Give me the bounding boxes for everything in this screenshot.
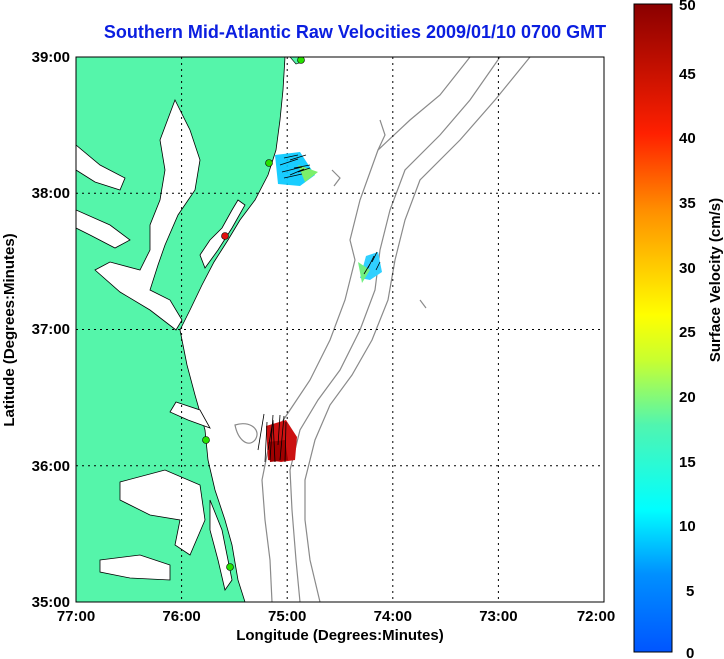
map-title: Southern Mid-Atlantic Raw Velocities 200… (103, 22, 607, 42)
y-tick-label: 39:00 (32, 49, 70, 66)
colorbar-tick-label: 40 (679, 130, 696, 147)
colorbar-ticks: 50 45 40 35 30 25 20 15 10 5 0 Surface V… (679, 0, 724, 659)
colorbar-tick-label: 35 (679, 195, 696, 212)
y-axis: 39:00 38:00 37:00 36:00 35:00 Latitude (… (1, 49, 70, 611)
colorbar-tick-label: 30 (679, 260, 696, 277)
velocity-vectors (257, 154, 381, 463)
grid (76, 57, 604, 602)
colorbar-tick-label: 5 (686, 583, 694, 600)
colorbar-tick-label: 50 (679, 0, 696, 14)
station-marker (202, 436, 210, 444)
station-marker (297, 57, 305, 64)
x-tick-label: 75:00 (268, 608, 306, 625)
x-tick-label: 77:00 (57, 608, 95, 625)
x-axis: 77:00 76:00 75:00 74:00 73:00 72:00 Long… (57, 608, 615, 644)
colorbar-tick-label: 0 (686, 645, 694, 659)
y-tick-label: 38:00 (32, 185, 70, 202)
x-tick-label: 72:00 (577, 608, 615, 625)
y-tick-label: 35:00 (32, 594, 70, 611)
colorbar-label: Surface Velocity (cm/s) (707, 198, 724, 362)
station-marker (226, 563, 234, 571)
x-tick-label: 76:00 (162, 608, 200, 625)
y-tick-label: 36:00 (32, 458, 70, 475)
colorbar-tick-label: 15 (679, 454, 696, 471)
x-tick-label: 74:00 (374, 608, 412, 625)
x-tick-label: 73:00 (479, 608, 517, 625)
velocity-patch-mid-green (358, 262, 370, 283)
y-tick-label: 37:00 (32, 321, 70, 338)
plot-border (75, 56, 605, 603)
colorbar-tick-label: 45 (679, 66, 696, 83)
station-marker (265, 159, 273, 167)
inland-water (76, 99, 246, 591)
colorbar-tick-label: 20 (679, 389, 696, 406)
station-marker-offline (221, 232, 229, 240)
colorbar-tick-label: 25 (679, 324, 696, 341)
stations (202, 57, 305, 571)
x-axis-label: Longitude (Degrees:Minutes) (236, 627, 444, 644)
colorbar (633, 3, 673, 653)
colorbar-tick-label: 10 (679, 518, 696, 535)
velocity-patch-south-dark (268, 440, 288, 462)
y-axis-label: Latitude (Degrees:Minutes) (1, 233, 18, 426)
